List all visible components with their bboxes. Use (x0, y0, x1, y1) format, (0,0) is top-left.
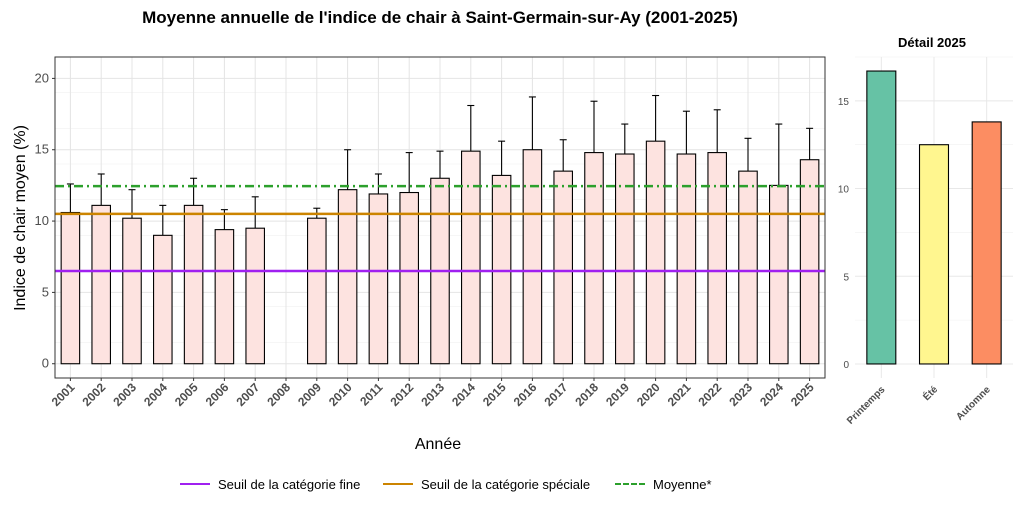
bar-2011 (368, 193, 389, 365)
x-tick-label: 2011 (357, 380, 386, 409)
detail-y-tick-label: 5 (843, 272, 849, 283)
bar-2007 (245, 227, 265, 365)
bar-2004 (153, 234, 173, 365)
detail-y-tick-label: 0 (843, 360, 849, 371)
detail-plot-area: 0 5 10 15 Printemps Été Automne (838, 56, 1013, 427)
x-tick-label: 2015 (480, 380, 509, 409)
x-tick-label: 2001 (49, 380, 78, 409)
x-axis-title: Année (415, 436, 461, 453)
chart-legend: Seuil de la catégorie fine Seuil de la c… (0, 474, 1024, 494)
bar-2009 (307, 217, 327, 365)
bar-2018 (584, 152, 604, 365)
x-tick-label: 2021 (665, 380, 694, 409)
x-tick-label: 2005 (172, 380, 201, 409)
detail-x-tick-label: Automne (954, 384, 993, 423)
bar-2012 (399, 191, 419, 365)
legend-item-fine: Seuil de la catégorie fine (180, 474, 360, 494)
x-tick-label: 2016 (511, 380, 540, 409)
detail-bar-2 (918, 144, 950, 365)
y-axis-title: Indice de chair moyen (%) (12, 125, 29, 311)
x-tick-label: 2009 (295, 380, 324, 409)
y-tick-label: 5 (42, 284, 49, 299)
x-tick-label: 2024 (757, 380, 786, 409)
bar-2001 (60, 211, 81, 365)
detail-y-tick-label: 10 (838, 185, 850, 196)
x-tick-label: 2013 (418, 380, 447, 409)
legend-swatch-speciale (383, 483, 413, 485)
legend-label-fine: Seuil de la catégorie fine (218, 476, 361, 492)
detail-y-tick-label: 15 (838, 97, 850, 108)
bar-2005 (183, 204, 204, 365)
y-tick-label: 20 (35, 70, 49, 85)
chart-title: Moyenne annuelle de l'indice de chair à … (142, 8, 738, 27)
x-tick-label: 2007 (234, 380, 263, 409)
legend-label-speciale: Seuil de la catégorie spéciale (421, 476, 591, 492)
main-plot-area: 0 5 10 15 20 2001 2002 2003 2004 2005 2006 2007 2008… (35, 56, 826, 409)
x-tick-label: 2017 (542, 380, 571, 409)
x-tick-label: 2018 (572, 380, 601, 409)
x-tick-label: 2002 (80, 380, 109, 409)
bar-2022 (707, 152, 727, 365)
detail-x-tick-label: Printemps (845, 384, 888, 427)
bar-2023 (738, 170, 758, 365)
bar-2010 (337, 189, 358, 365)
x-tick-label: 2020 (634, 380, 663, 409)
legend-swatch-moyenne (615, 483, 645, 485)
bar-2017 (553, 170, 573, 365)
legend-label-moyenne: Moyenne* (653, 476, 712, 492)
x-tick-label: 2022 (696, 380, 725, 409)
bar-2015 (491, 174, 512, 365)
bar-2020 (645, 140, 666, 365)
x-tick-label: 2003 (110, 380, 139, 409)
detail-bar-1 (866, 70, 897, 365)
legend-item-moyenne: Moyenne* (615, 474, 712, 494)
x-tick-label: 2014 (449, 380, 478, 409)
bar-2014 (461, 150, 481, 365)
bar-2002 (91, 204, 111, 365)
detail-x-tick-label: Été (920, 383, 941, 404)
legend-swatch-fine (180, 483, 210, 485)
x-tick-label: 2023 (726, 380, 755, 409)
x-tick-label: 2004 (141, 380, 170, 409)
x-tick-label: 2006 (203, 380, 232, 409)
detail-panel-title: Détail 2025 (898, 35, 966, 50)
bar-2016 (522, 149, 543, 365)
y-tick-label: 15 (35, 142, 49, 157)
bar-2006 (214, 229, 235, 365)
legend-item-speciale: Seuil de la catégorie spéciale (383, 474, 590, 494)
x-tick-label: 2008 (264, 380, 293, 409)
x-tick-label: 2025 (788, 380, 817, 409)
bar-2024 (769, 184, 789, 365)
bar-2003 (122, 217, 142, 365)
detail-bar-3 (971, 121, 1002, 365)
y-tick-label: 10 (35, 213, 49, 228)
x-tick-label: 2012 (388, 380, 417, 409)
x-tick-label: 2019 (603, 380, 632, 409)
bar-2025 (799, 159, 820, 365)
x-tick-label: 2010 (326, 380, 355, 409)
y-tick-label: 0 (42, 356, 49, 371)
